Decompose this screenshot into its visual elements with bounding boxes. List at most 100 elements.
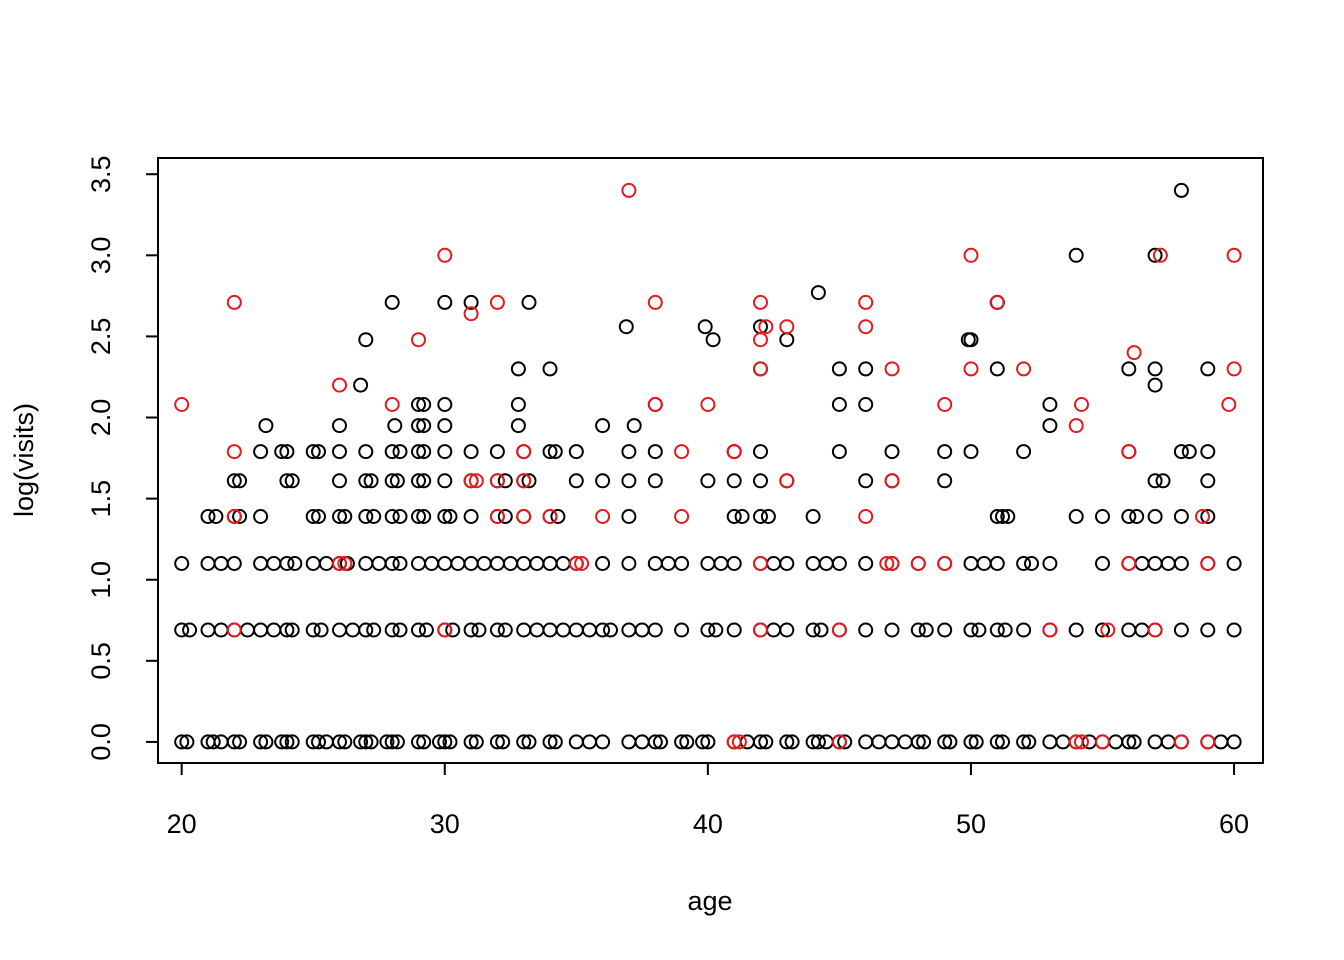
data-point (253, 509, 269, 524)
data-point (392, 444, 408, 460)
data-point (550, 509, 566, 524)
y-tick-label: 0.0 (86, 723, 116, 761)
data-point (968, 734, 984, 750)
data-point (995, 734, 1010, 750)
data-point (858, 319, 874, 335)
data-point (753, 473, 768, 489)
data-point (337, 734, 353, 750)
data-point (416, 397, 432, 412)
data-point (476, 556, 492, 571)
data-point (884, 734, 900, 750)
data-point (989, 294, 1005, 310)
data-point (660, 556, 676, 571)
data-point (1134, 622, 1150, 638)
data-point (463, 444, 479, 460)
data-point (884, 444, 900, 460)
data-point (595, 509, 611, 524)
data-point (1147, 361, 1163, 377)
data-point (311, 734, 326, 750)
data-point (253, 734, 269, 750)
data-point (1160, 556, 1176, 571)
data-point (674, 734, 690, 750)
data-point (726, 509, 742, 524)
data-point (753, 294, 768, 310)
data-point (1147, 556, 1163, 571)
data-point (1226, 622, 1242, 638)
data-point (837, 734, 853, 750)
data-point (582, 734, 597, 750)
x-tick-label: 20 (167, 809, 197, 839)
data-point (411, 622, 426, 638)
data-point (463, 556, 479, 571)
data-point (489, 734, 505, 750)
data-point (332, 734, 347, 750)
data-point (805, 509, 821, 524)
data-point (910, 622, 926, 638)
data-point (411, 444, 426, 460)
data-point (937, 473, 953, 489)
data-point (358, 473, 374, 489)
data-point (1200, 444, 1216, 460)
data-point (989, 361, 1005, 377)
data-point (232, 509, 248, 524)
data-point (779, 734, 795, 750)
data-point (411, 473, 426, 489)
data-point (258, 418, 274, 434)
data-point (384, 556, 400, 571)
data-point (858, 473, 874, 489)
data-points (174, 182, 1242, 750)
data-point (384, 397, 400, 412)
data-point (1226, 361, 1242, 377)
data-point (468, 734, 484, 750)
x-axis: 20 30 40 50 60 (167, 762, 1249, 839)
x-axis-title: age (687, 886, 732, 916)
data-point (963, 361, 979, 377)
data-point (831, 444, 847, 460)
data-point (274, 444, 290, 460)
data-point (760, 509, 776, 524)
data-point (1173, 622, 1189, 638)
data-point (805, 622, 821, 638)
data-point (305, 509, 321, 524)
data-point (411, 332, 426, 348)
data-point (332, 509, 347, 524)
data-point (392, 509, 408, 524)
data-point (521, 734, 537, 750)
data-point (521, 473, 537, 489)
data-point (1016, 444, 1032, 460)
data-point (621, 182, 637, 198)
data-point (1068, 247, 1084, 263)
data-point (766, 556, 782, 571)
data-point (437, 622, 453, 638)
data-point (416, 444, 432, 460)
data-point (389, 734, 405, 750)
data-point (1068, 418, 1084, 434)
data-point (705, 332, 721, 348)
data-point (384, 444, 400, 460)
data-point (179, 734, 195, 750)
data-point (495, 734, 511, 750)
data-point (1024, 556, 1039, 571)
data-point (555, 622, 571, 638)
data-point (516, 509, 532, 524)
data-point (997, 622, 1013, 638)
data-point (918, 622, 934, 638)
data-point (858, 622, 874, 638)
data-point (1108, 734, 1124, 750)
data-point (784, 734, 800, 750)
data-point (358, 556, 374, 571)
data-point (726, 556, 742, 571)
data-point (489, 473, 505, 489)
data-point (879, 556, 895, 571)
data-point (445, 622, 461, 638)
data-point (766, 622, 782, 638)
data-point (831, 734, 847, 750)
data-point (695, 734, 711, 750)
data-point (489, 622, 505, 638)
data-point (305, 444, 321, 460)
data-point (963, 247, 979, 263)
data-point (989, 622, 1005, 638)
data-point (963, 556, 979, 571)
data-point (424, 556, 440, 571)
data-point (976, 556, 992, 571)
